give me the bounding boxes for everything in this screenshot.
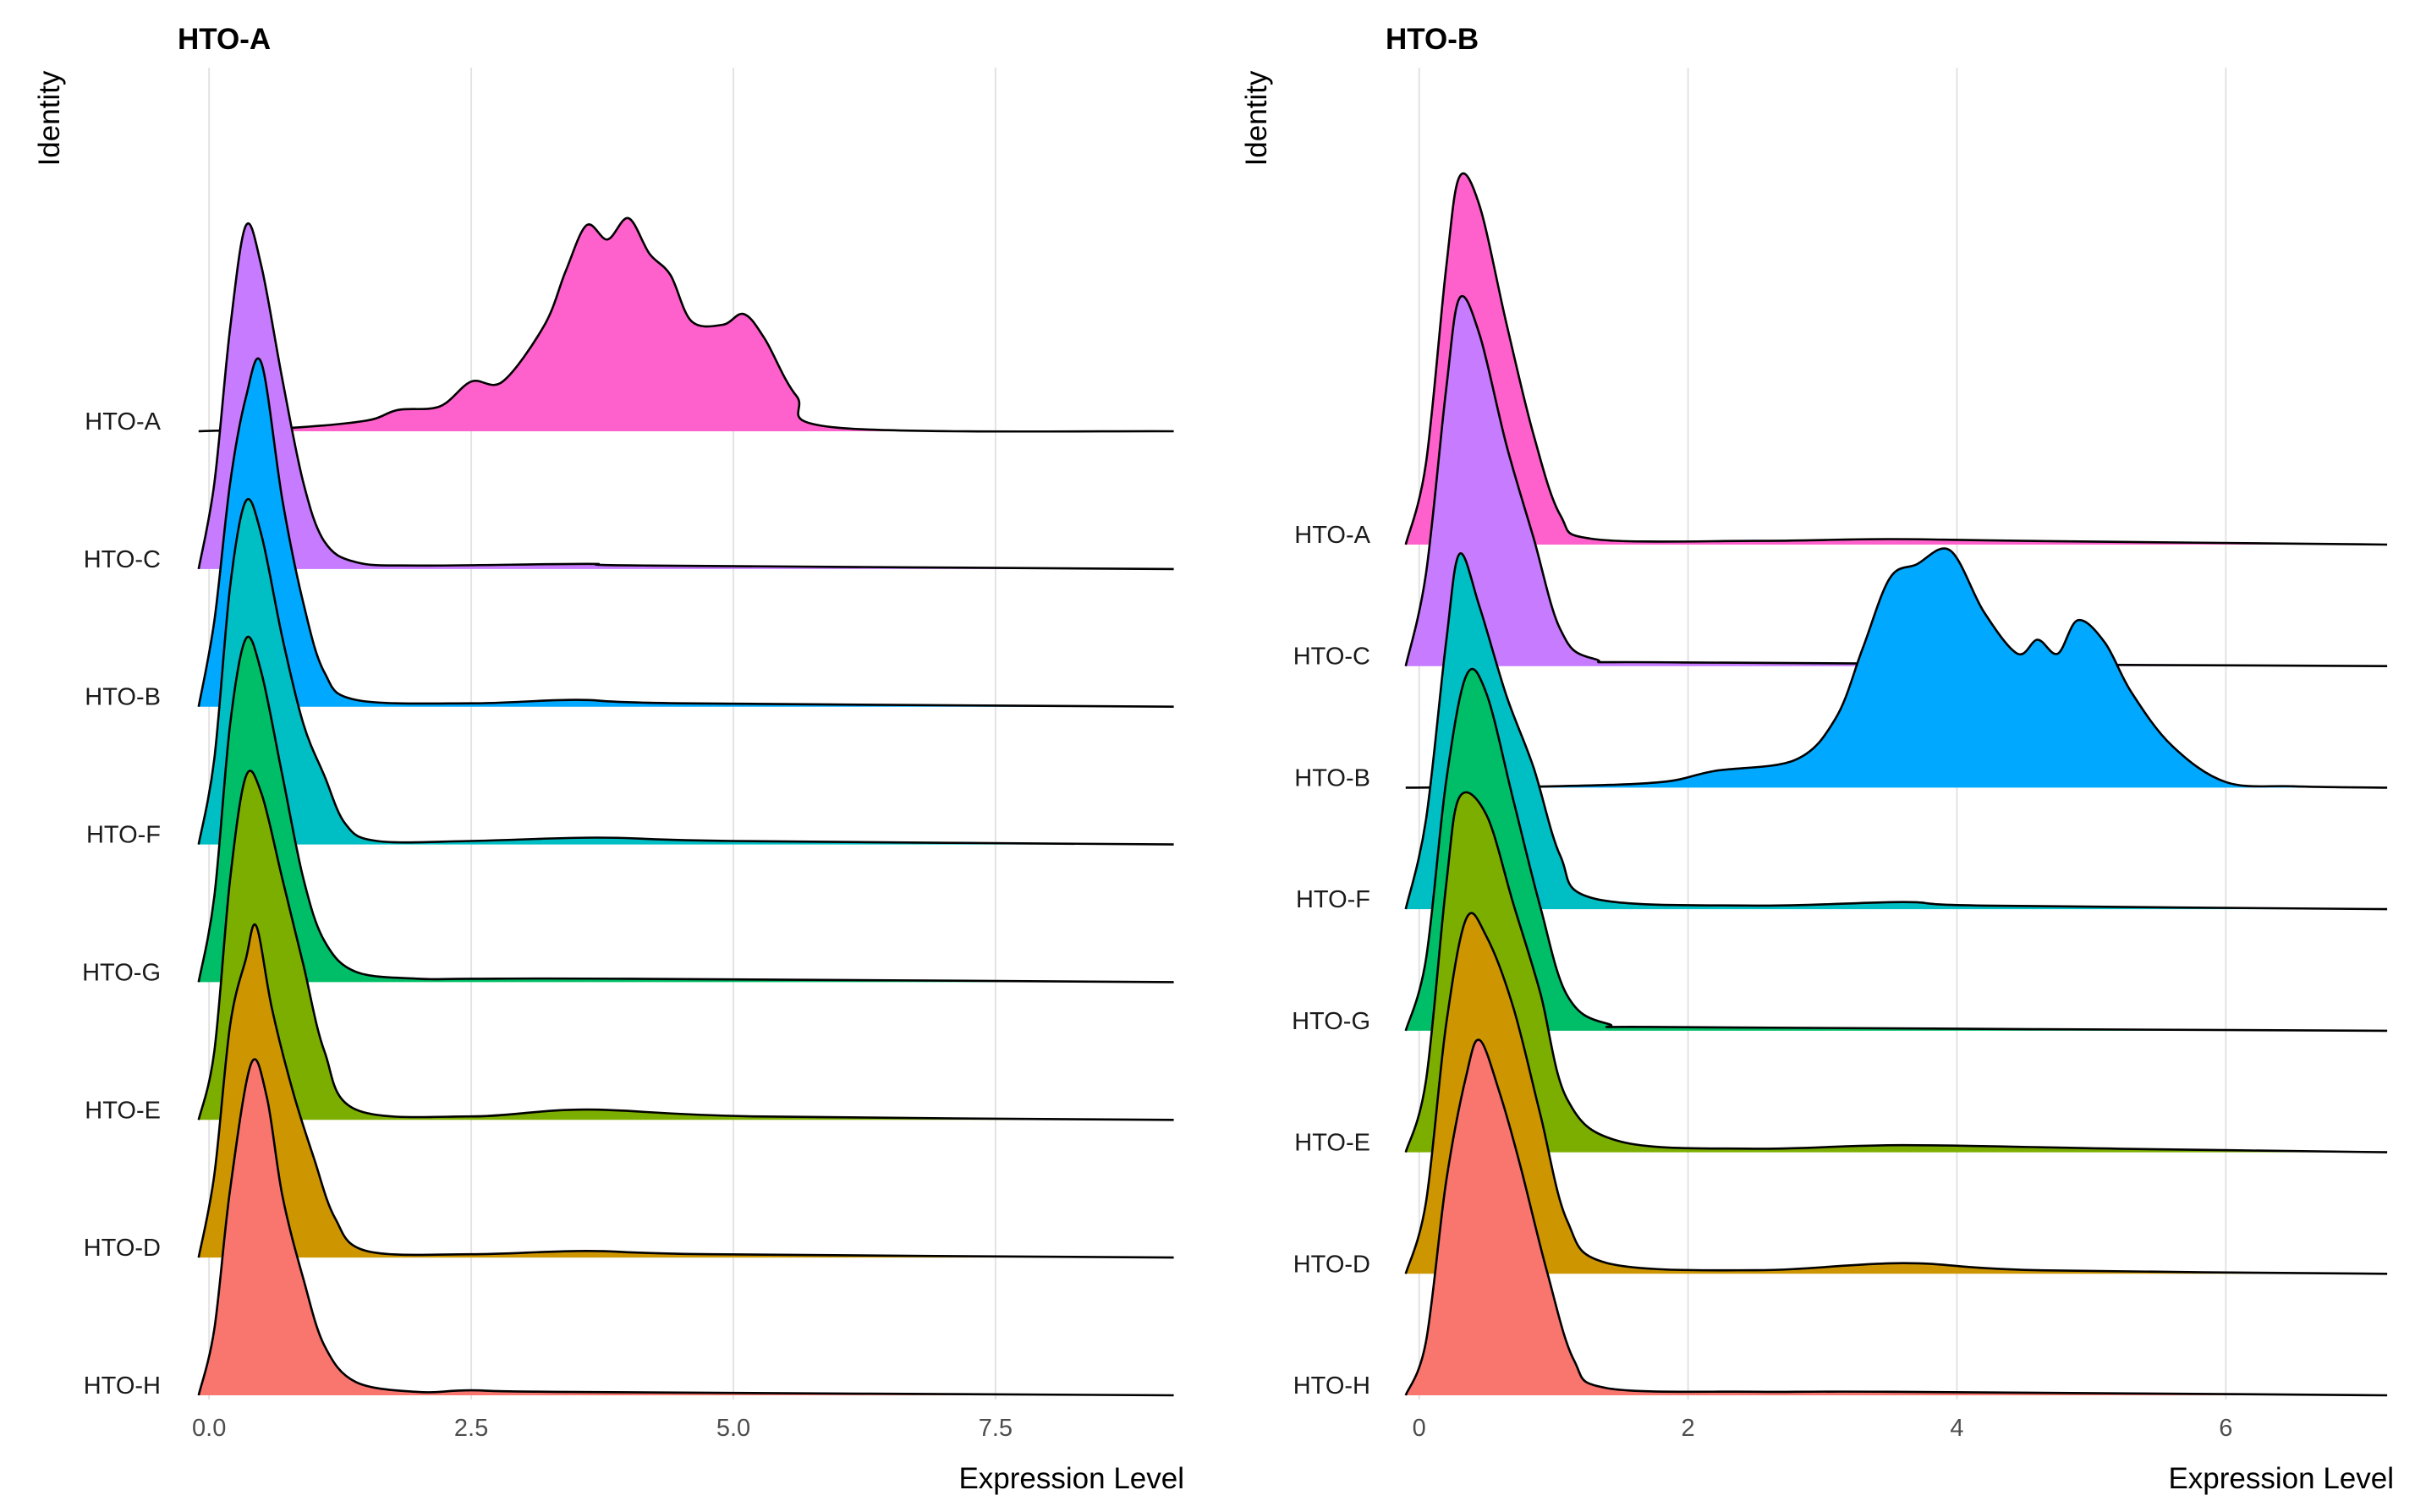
ridge-outline [197, 635, 1174, 983]
panel-title: HTO-A [178, 23, 271, 56]
ridge-area [198, 358, 1174, 707]
ridge-hto-f [197, 498, 1174, 846]
ridge-outline [1404, 912, 2388, 1275]
ridge-outline [1404, 791, 2388, 1153]
y-tick-label: HTO-D [1293, 1251, 1370, 1278]
ridge-area [1405, 296, 2388, 666]
ridge-area [198, 1059, 1174, 1395]
ridge-hto-d [197, 923, 1174, 1259]
y-tick-label: HTO-C [84, 546, 161, 573]
ridge-outline [1404, 552, 2388, 911]
y-tick-label: HTO-A [1294, 522, 1370, 549]
x-tick-label: 2 [1682, 1415, 1695, 1442]
ridge-outline [1404, 668, 2388, 1033]
gridlines [1418, 68, 2227, 1400]
ridge-area [198, 637, 1174, 983]
x-tick-label: 4 [1950, 1415, 1963, 1442]
y-tick-label: HTO-B [85, 684, 161, 711]
ridge-hto-a [198, 216, 1174, 433]
ridge-outline [1405, 547, 2388, 789]
ridge-outline [198, 216, 1174, 433]
ridge-area [1405, 548, 2388, 788]
y-tick-label: HTO-H [84, 1372, 161, 1400]
ridge-outline [197, 498, 1174, 846]
y-tick-label: HTO-D [84, 1235, 161, 1262]
y-tick-label: HTO-B [1294, 764, 1370, 792]
panel-hto-b: HTO-B Identity Expression Level HTO-AHTO… [1240, 23, 2394, 1495]
x-tick-label: 7.5 [979, 1415, 1013, 1442]
ridge-hto-b [197, 357, 1174, 708]
ridges [197, 216, 1174, 1397]
ridge-area [1405, 1039, 2388, 1395]
ridge-hto-b [1405, 547, 2388, 789]
ridges [1404, 172, 2388, 1397]
ridge-hto-h [197, 1058, 1174, 1397]
ridge-area [198, 223, 1174, 569]
x-tick-label: 6 [2219, 1415, 2232, 1442]
ridge-hto-h [1404, 1038, 2388, 1397]
y-axis-title: Identity [33, 70, 66, 166]
y-tick-labels: HTO-A HTO-C HTO-B HTO-F HTO-G HTO-E HTO-D HTO-H [1292, 522, 1371, 1400]
x-axis-title: Expression Level [958, 1462, 1184, 1495]
ridge-hto-c [197, 222, 1174, 571]
panel-hto-a: HTO-A Identity Expression Level HTO-AHTO… [33, 23, 1184, 1495]
y-tick-label: HTO-C [1293, 644, 1370, 671]
ridge-outline [1404, 295, 2388, 667]
ridge-hto-a [1404, 172, 2388, 546]
y-tick-label: HTO-H [1293, 1372, 1370, 1400]
x-tick-label: 2.5 [454, 1415, 488, 1442]
ridge-outline [197, 1058, 1174, 1397]
y-axis-title: Identity [1240, 70, 1273, 166]
y-tick-label: HTO-E [85, 1097, 161, 1124]
y-tick-label: HTO-G [82, 959, 161, 986]
ridge-outline [1404, 172, 2388, 546]
ridge-hto-c [1404, 295, 2388, 667]
y-tick-label: HTO-F [1296, 886, 1370, 913]
ridge-area [198, 770, 1174, 1120]
ridge-area [1405, 173, 2388, 545]
x-tick-labels: 0 2 4 6 [1413, 1415, 2233, 1442]
ridge-outline [197, 923, 1174, 1259]
y-tick-label: HTO-E [1294, 1130, 1370, 1157]
ridge-area [198, 499, 1174, 845]
x-tick-labels: 0.0 2.5 5.0 7.5 [192, 1415, 1013, 1442]
y-tick-label: HTO-G [1292, 1008, 1370, 1035]
x-tick-label: 0 [1413, 1415, 1426, 1442]
ridge-outline [197, 222, 1174, 571]
gridlines [208, 68, 996, 1400]
x-axis-title: Expression Level [2168, 1462, 2394, 1495]
ridge-hto-e [197, 770, 1174, 1121]
y-tick-labels: HTO-A HTO-C HTO-B HTO-F HTO-G HTO-E HTO-D HTO-H [82, 408, 162, 1400]
x-tick-label: 5.0 [716, 1415, 750, 1442]
ridge-area [198, 924, 1174, 1258]
x-tick-label: 0.0 [192, 1415, 226, 1442]
y-tick-label: HTO-A [85, 408, 161, 436]
ridge-hto-g [197, 635, 1174, 983]
panel-title: HTO-B [1386, 23, 1479, 56]
ridge-area [198, 217, 1174, 432]
y-tick-label: HTO-F [86, 822, 161, 849]
ridge-outline [1404, 1038, 2388, 1397]
ridge-outline [197, 357, 1174, 708]
ridge-outline [197, 770, 1174, 1121]
